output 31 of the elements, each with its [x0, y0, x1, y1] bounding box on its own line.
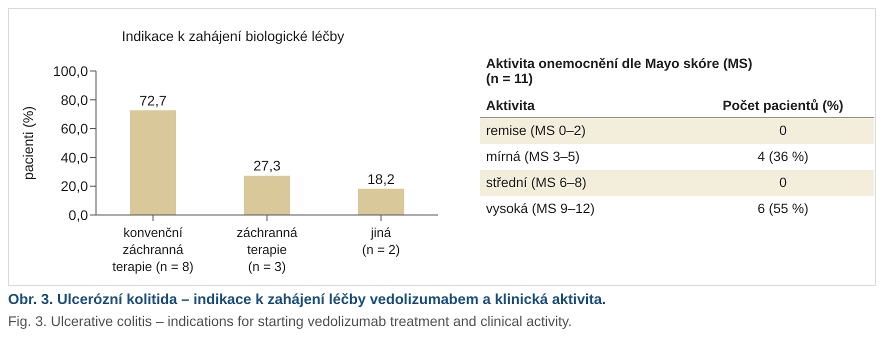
y-tick-label: 0,0: [68, 206, 88, 223]
data-label: 27,3: [253, 158, 281, 174]
x-tick-label: jiná (n = 2): [362, 225, 400, 257]
x-tick-label: záchranná terapie (n = 3): [236, 225, 298, 274]
y-tick-label: 40,0: [60, 149, 88, 166]
text: 4 (36 %): [757, 149, 809, 164]
bar: [130, 110, 176, 215]
caption: Fig. 3. Ulcerative colitis – indications for starting vedolizumab treatment and clinical activity.: [8, 313, 572, 329]
y-tick-label: 60,0: [60, 120, 88, 137]
y-tick-label: 20,0: [60, 178, 88, 194]
text: 0: [779, 123, 787, 138]
text: Aktivita onemocnění dle Mayo skóre (MS): [485, 56, 754, 71]
text: Aktivita: [486, 98, 536, 113]
bar: [358, 188, 404, 215]
y-tick-label: 100,0: [52, 62, 88, 79]
y-axis-title: pacienti (%): [20, 106, 36, 180]
bar: [244, 176, 290, 215]
category-label: remise (MS 0–2): [486, 123, 587, 139]
x-tick-label: konvenční záchranná terapie (n = 8): [112, 225, 194, 274]
text: 6 (55 %): [757, 201, 809, 216]
chart-title: Indikace k zahájení biologické léčby: [120, 28, 346, 44]
text: (n = 11): [485, 71, 534, 86]
text: Počet pacientů (%): [722, 98, 844, 113]
text: Obr. 3. Ulcerózní kolitida – indikace k zahájení léčby vedolizumabem a klinická aktivita.: [8, 292, 606, 308]
category-label: vysoká (MS 9–12): [486, 201, 596, 217]
data-label: 72,7: [139, 92, 167, 108]
category-label: střední (MS 6–8): [486, 175, 588, 191]
data-label: 18,2: [367, 170, 395, 187]
text: 0: [779, 175, 787, 190]
category-label: mírná (MS 3–5): [486, 149, 581, 165]
y-tick-label: 80,0: [60, 92, 88, 108]
